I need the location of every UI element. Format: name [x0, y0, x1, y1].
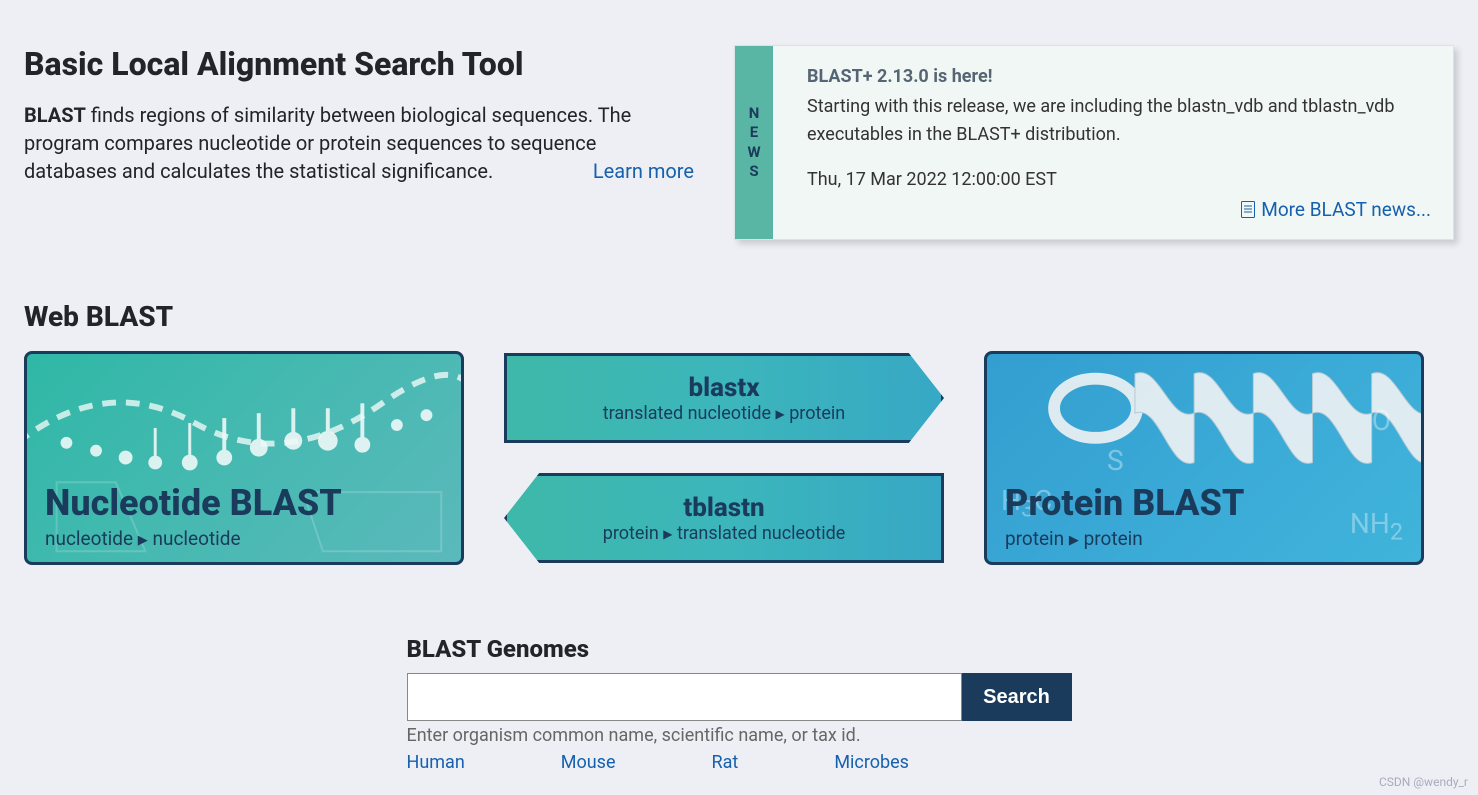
quick-links: Human Mouse Rat Microbes — [407, 752, 1072, 773]
tblastn-card[interactable]: tblastn protein ▶ translated nucleotide — [504, 473, 944, 563]
protein-blast-card[interactable]: H3C S NH2 O Protein BLAST protein ▶ prot… — [984, 351, 1424, 565]
tblastn-subtitle: protein ▶ translated nucleotide — [603, 523, 846, 544]
document-icon — [1241, 201, 1255, 218]
arrow-icon: ▶ — [776, 407, 785, 421]
watermark: CSDN @wendy_r — [1379, 775, 1468, 789]
arrow-icon: ▶ — [663, 527, 672, 541]
news-body: Starting with this release, we are inclu… — [807, 93, 1423, 149]
news-char: W — [747, 143, 760, 163]
search-button[interactable]: Search — [962, 673, 1072, 721]
web-blast-cards: Nucleotide BLAST nucleotide ▶ nucleotide… — [24, 351, 1454, 565]
more-blast-news-link[interactable]: More BLAST news... — [1241, 198, 1431, 221]
news-side-label: N E W S — [735, 46, 773, 239]
protein-title: Protein BLAST — [1005, 482, 1244, 524]
protein-subtitle: protein ▶ protein — [1005, 527, 1143, 550]
genome-search-input[interactable] — [407, 673, 962, 721]
intro-block: Basic Local Alignment Search Tool BLAST … — [24, 45, 694, 240]
arrow-icon: ▶ — [138, 533, 148, 548]
nucleotide-subtitle: nucleotide ▶ nucleotide — [45, 527, 241, 550]
news-date: Thu, 17 Mar 2022 12:00:00 EST — [807, 169, 1423, 190]
learn-more-link[interactable]: Learn more — [593, 159, 694, 183]
quick-link-rat[interactable]: Rat — [712, 752, 739, 773]
tblastn-title: tblastn — [683, 493, 764, 523]
web-blast-heading: Web BLAST — [24, 300, 1454, 333]
page-title: Basic Local Alignment Search Tool — [24, 45, 694, 83]
news-char: E — [750, 123, 758, 143]
blast-genomes-section: BLAST Genomes Search Enter organism comm… — [407, 635, 1072, 773]
arrow-icon: ▶ — [1069, 533, 1079, 548]
search-hint: Enter organism common name, scientific n… — [407, 725, 1072, 746]
nucleotide-title: Nucleotide BLAST — [45, 482, 342, 524]
blastx-card[interactable]: blastx translated nucleotide ▶ protein — [504, 353, 944, 443]
news-title: BLAST+ 2.13.0 is here! — [807, 66, 1423, 87]
news-box: N E W S BLAST+ 2.13.0 is here! Starting … — [734, 45, 1454, 240]
nucleotide-blast-card[interactable]: Nucleotide BLAST nucleotide ▶ nucleotide — [24, 351, 464, 565]
more-news-label: More BLAST news... — [1261, 198, 1431, 221]
news-char: S — [749, 162, 758, 182]
blast-genomes-heading: BLAST Genomes — [407, 635, 1072, 663]
quick-link-human[interactable]: Human — [407, 752, 465, 773]
quick-link-microbes[interactable]: Microbes — [834, 752, 909, 773]
quick-link-mouse[interactable]: Mouse — [561, 752, 616, 773]
news-char: N — [749, 104, 760, 124]
blastx-subtitle: translated nucleotide ▶ protein — [603, 403, 846, 424]
intro-strong: BLAST — [24, 103, 86, 127]
intro-text: finds regions of similarity between biol… — [24, 103, 631, 183]
blastx-title: blastx — [688, 373, 759, 403]
